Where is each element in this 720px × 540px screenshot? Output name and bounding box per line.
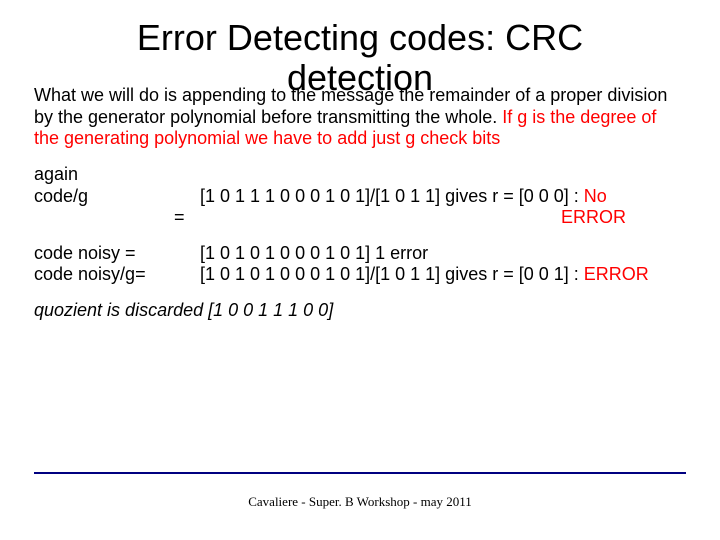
example-1-tag-l2: ERROR bbox=[200, 207, 686, 229]
example-1-rhs-text: [1 0 1 1 1 0 0 0 1 0 1]/[1 0 1 1] gives … bbox=[200, 186, 584, 206]
example-2-lhs: code noisy = code noisy/g= bbox=[34, 243, 174, 286]
example-2: code noisy = code noisy/g= [1 0 1 0 1 0 … bbox=[34, 243, 686, 286]
title-line-1: Error Detecting codes: CRC bbox=[137, 17, 583, 58]
example-1: again code/g = [1 0 1 1 1 0 0 0 1 0 1]/[… bbox=[34, 164, 686, 229]
example-1-tag-l1: No bbox=[584, 186, 607, 206]
example-2-rhs-line1: [1 0 1 0 1 0 0 0 1 0 1] 1 error bbox=[200, 243, 428, 263]
divider bbox=[34, 472, 686, 474]
example-2-lhs-line2: code noisy/g= bbox=[34, 264, 146, 284]
example-2-eq bbox=[174, 243, 200, 286]
example-1-lhs-line2: code/g bbox=[34, 186, 88, 206]
example-2-lhs-line1: code noisy = bbox=[34, 243, 136, 263]
example-1-lhs: again code/g bbox=[34, 164, 174, 229]
intro-paragraph: What we will do is appending to the mess… bbox=[34, 85, 686, 150]
example-1-rhs: [1 0 1 1 1 0 0 0 1 0 1]/[1 0 1 1] gives … bbox=[200, 164, 686, 229]
example-2-rhs-line2b: ERROR bbox=[584, 264, 649, 284]
slide: Error Detecting codes: CRC detection Wha… bbox=[0, 0, 720, 540]
example-1-eq: = bbox=[174, 207, 200, 229]
example-2-rhs-line2a: [1 0 1 0 1 0 0 0 1 0 1]/[1 0 1 1] gives … bbox=[200, 264, 584, 284]
eq-sign: = bbox=[174, 207, 185, 227]
example-2-rhs: [1 0 1 0 1 0 0 0 1 0 1] 1 error [1 0 1 0… bbox=[200, 243, 686, 286]
footer-text: Cavaliere - Super. B Workshop - may 2011 bbox=[0, 494, 720, 510]
slide-body: What we will do is appending to the mess… bbox=[34, 85, 686, 321]
quozient-line: quozient is discarded [1 0 0 1 1 1 0 0] bbox=[34, 300, 686, 322]
example-1-lhs-line1: again bbox=[34, 164, 78, 184]
